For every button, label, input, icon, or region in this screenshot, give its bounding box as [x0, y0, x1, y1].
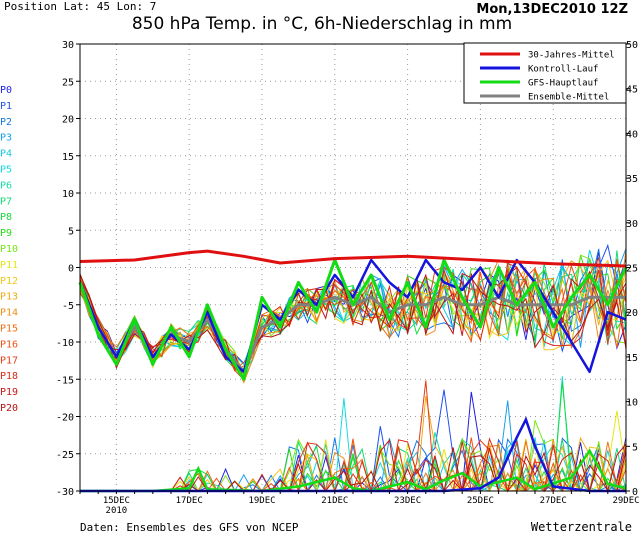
data-source: Daten: Ensembles des GFS von NCEP	[80, 521, 299, 534]
y-tick-label: 10	[62, 189, 74, 200]
member-label: P2	[0, 117, 12, 128]
legend-label: 30-Jahres-Mittel	[528, 51, 615, 61]
x-tick-label: 21DEC	[321, 496, 348, 506]
legend: 30-Jahres-Mittel Kontroll-Lauf GFS-Hauptla…	[463, 42, 627, 104]
x-tick-label: 17DEC	[176, 496, 203, 506]
legend-label: Ensemble-Mittel	[528, 93, 609, 103]
member-label: P19	[0, 387, 18, 398]
run-label: Mon,13DEC2010 12Z	[476, 2, 628, 17]
main-series-lines	[78, 249, 628, 381]
y-tick-label: -10	[56, 338, 74, 349]
member-label: P1	[0, 101, 12, 112]
legend-label: Kontroll-Lauf	[528, 65, 598, 75]
y-tick-label: 0	[68, 264, 74, 275]
y-tick-label: -25	[56, 450, 74, 461]
y-tick-label: -30	[56, 487, 74, 498]
member-label: P20	[0, 403, 18, 414]
y2-tick-label: 35	[626, 174, 638, 185]
x-tick-sublabel: 2010	[106, 506, 128, 516]
member-label: P0	[0, 85, 12, 96]
member-label: P18	[0, 371, 18, 382]
control-precip-line	[80, 416, 626, 493]
y-axis-left-ticks: -30 -25 -20 -15 -10 -5 0 5 10 15 20 25 30	[56, 40, 80, 498]
member-precip-line	[80, 380, 627, 493]
chart-title: 850 hPa Temp. in °C, 6h-Niederschlag in …	[132, 14, 512, 34]
y-tick-label: 30	[62, 40, 74, 51]
main-precip-line	[80, 448, 627, 493]
y-tick-label: 25	[62, 77, 74, 88]
brand-label: Wetterzentrale	[531, 520, 632, 534]
member-label: P16	[0, 339, 18, 350]
y2-tick-label: 20	[626, 308, 638, 319]
y2-tick-label: 10	[626, 398, 638, 409]
member-label: P6	[0, 180, 12, 191]
member-label: P12	[0, 276, 18, 287]
x-tick-label: 15DEC	[103, 496, 130, 506]
x-tick-label: 27DEC	[540, 496, 567, 506]
y-tick-label: 5	[68, 226, 74, 237]
x-tick-label: 29DEC	[612, 496, 639, 506]
y2-tick-label: 0	[632, 487, 638, 498]
x-tick-label: 19DEC	[248, 496, 275, 506]
member-label: P9	[0, 228, 12, 239]
y-tick-label: 15	[62, 152, 74, 163]
y2-tick-label: 25	[626, 264, 638, 275]
y2-tick-label: 15	[626, 353, 638, 364]
member-label: P13	[0, 292, 18, 303]
series-line-2	[78, 258, 628, 381]
y2-tick-label: 40	[626, 129, 638, 140]
member-label: P10	[0, 244, 18, 255]
member-temp-line	[79, 266, 627, 379]
precipitation-lines	[80, 376, 627, 493]
ensemble-member-lines	[79, 243, 627, 384]
legend-label: GFS-Hauptlauf	[528, 79, 598, 89]
ensemble-member-labels: P0 P1 P2 P3 P4 P5 P6 P7 P8 P9 P10 P11 P12 P13 P14 P15 P1…	[0, 85, 18, 414]
member-temp-line	[79, 256, 627, 381]
series-line-0	[79, 249, 627, 268]
y2-tick-label: 45	[626, 85, 638, 96]
y-axis-right-ticks: 0 5 10 15 20 25 30 35 40 45 50	[626, 40, 638, 498]
y2-tick-label: 5	[632, 442, 638, 453]
y2-tick-label: 50	[626, 40, 638, 51]
member-label: P15	[0, 324, 18, 335]
member-label: P8	[0, 212, 12, 223]
y2-tick-label: 30	[626, 219, 638, 230]
y-tick-label: -20	[56, 413, 74, 424]
member-label: P11	[0, 260, 18, 271]
member-label: P7	[0, 196, 12, 207]
y-tick-label: 20	[62, 115, 74, 126]
member-label: P3	[0, 133, 12, 144]
y-tick-label: -15	[56, 375, 74, 386]
position-label: Position Lat: 45 Lon: 7	[4, 0, 156, 13]
x-tick-label: 23DEC	[394, 496, 421, 506]
member-label: P4	[0, 149, 12, 160]
y-tick-label: -5	[62, 301, 74, 312]
member-label: P17	[0, 355, 18, 366]
member-label: P5	[0, 165, 12, 176]
member-label: P14	[0, 308, 18, 319]
x-tick-label: 25DEC	[467, 496, 494, 506]
